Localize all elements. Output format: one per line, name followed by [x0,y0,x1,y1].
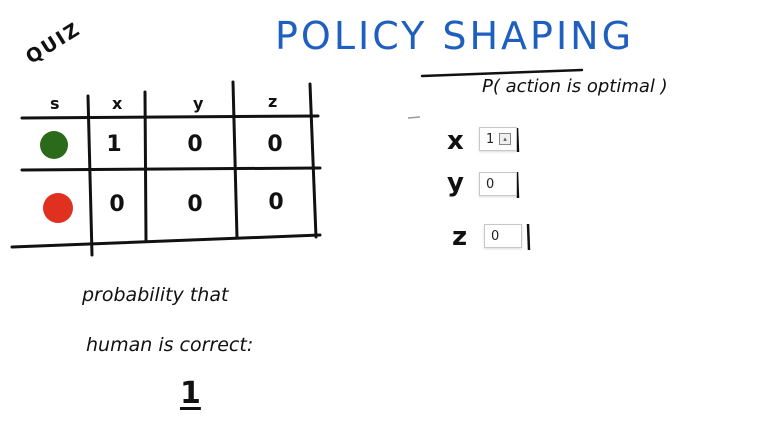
action-label-x: x [447,126,464,156]
table-cell-r2-z: 0 [268,190,284,215]
action-label-y: y [447,168,464,198]
title-underline [420,68,584,78]
stray-mark [407,116,421,119]
probability-input-z[interactable] [484,224,522,248]
table-cell-r1-z: 0 [267,132,283,157]
table-vline-3 [231,80,239,240]
probability-header: P( action is optimal ) [482,76,668,97]
bracket-x [515,127,520,153]
table-vline-4 [308,82,318,239]
table-cell-r1-y: 0 [187,132,203,157]
red-circle-icon [43,193,73,223]
table-header-x: x [112,94,123,113]
table-hline-bottom [10,233,322,249]
table-cell-r1-x: 1 [106,132,122,157]
table-cell-r2-y: 0 [187,192,203,217]
bracket-z [526,223,531,251]
bracket-y [515,171,520,199]
table-hline-middle [20,166,322,172]
green-circle-icon [40,131,68,159]
human-correct-value: 1 [180,376,201,411]
table-hline-top [20,114,320,120]
human-correct-line1: probability that [82,284,229,306]
table-header-y: y [193,94,204,113]
table-vline-1 [86,94,94,257]
table-header-s: s [50,94,60,113]
table-vline-2 [143,90,148,242]
spinner-icon[interactable]: ▴ [499,133,511,145]
probability-input-x[interactable] [479,127,517,151]
probability-input-y[interactable] [479,172,517,196]
table-cell-r2-x: 0 [109,192,125,217]
page-title: POLICY SHAPING [275,14,635,58]
human-correct-line2: human is correct: [86,334,254,356]
table-header-z: z [268,92,278,111]
action-label-z: z [452,222,468,252]
